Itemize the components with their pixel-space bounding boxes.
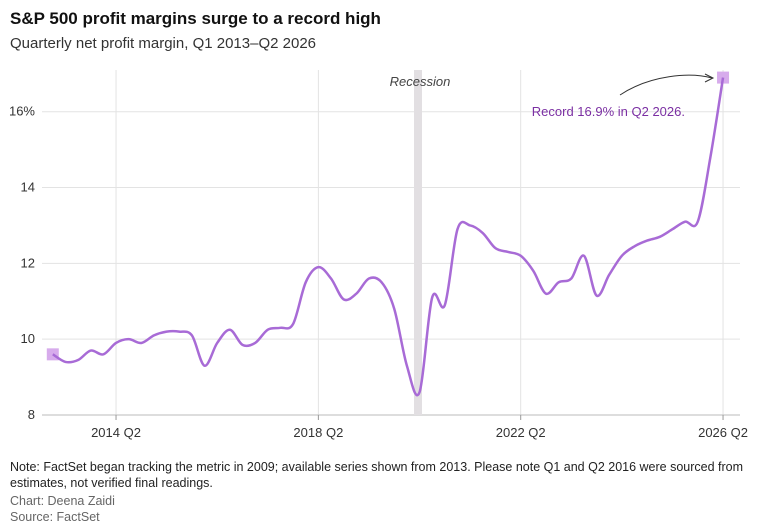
chart: S&P 500 profit margins surge to a record… xyxy=(9,9,748,440)
y-tick-label: 8 xyxy=(28,407,35,422)
recession-band xyxy=(414,70,422,415)
y-tick-label: 14 xyxy=(21,180,35,195)
credit: Chart: Deena Zaidi xyxy=(10,494,115,508)
chart-title: S&P 500 profit margins surge to a record… xyxy=(10,9,381,28)
x-tick-label: 2026 Q2 xyxy=(698,425,748,440)
recession-label: Recession xyxy=(390,74,451,89)
x-tick-label: 2014 Q2 xyxy=(91,425,141,440)
y-tick-label: 10 xyxy=(21,331,35,346)
note: Note: FactSet began tracking the metric … xyxy=(10,460,744,490)
annotation-arrow xyxy=(619,74,713,96)
y-tick-label: 12 xyxy=(21,255,35,270)
annotation-arrowhead xyxy=(704,73,715,83)
source: Source: FactSet xyxy=(10,510,100,524)
y-tick-label: 16% xyxy=(9,104,35,119)
line xyxy=(52,77,725,397)
end-marker xyxy=(717,71,730,84)
x-tick-label: 2022 Q2 xyxy=(496,425,546,440)
record-annotation: Record 16.9% in Q2 2026. xyxy=(532,104,685,119)
chart-subtitle: Quarterly net profit margin, Q1 2013–Q2 … xyxy=(10,35,316,52)
x-tick-label: 2018 Q2 xyxy=(293,425,343,440)
